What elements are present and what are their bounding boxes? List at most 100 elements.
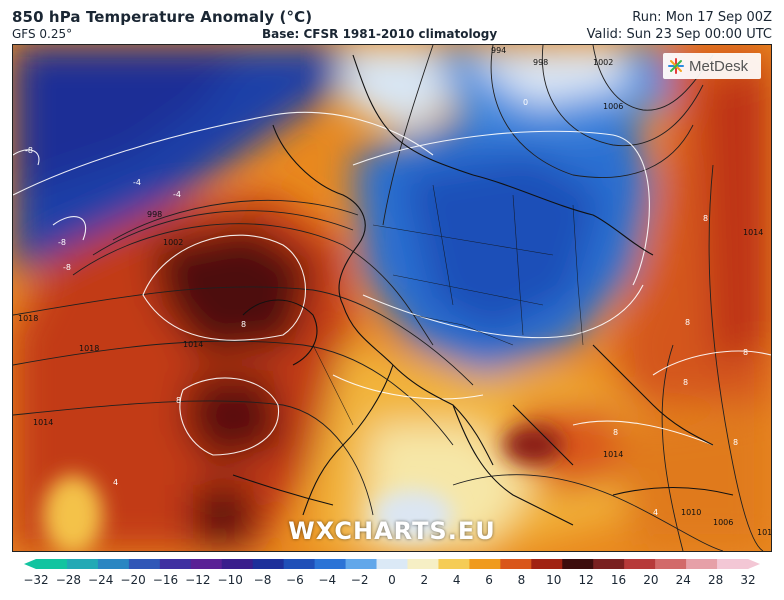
colorbar-tick-label: −4 [318,573,337,587]
isobar-label: 1006 [603,102,623,111]
colorbar-cell [66,559,99,569]
colorbar-tick-label: 32 [740,573,756,587]
isobar-label: 1002 [163,238,183,247]
contour-label: -4 [173,190,181,199]
colorbar-cell [438,559,470,569]
colorbar-tick-label: −32 [23,573,49,587]
colorbar-cell [655,559,687,569]
contour-label: -8 [63,263,71,272]
run-time: Run: Mon 17 Sep 00Z [632,10,772,25]
colorbar-cell [252,559,285,569]
country-borders [312,184,584,426]
colorbar-tick-label: 10 [546,573,562,587]
contour-label: 8 [613,428,618,437]
isobar-label: 994 [491,46,506,55]
base-climatology-label: Base: CFSR 1981-2010 climatology [262,27,498,41]
contour-label: -4 [133,178,141,187]
model-label: GFS 0.25° [12,27,73,41]
anomaly-labels: -8 -8 -4 -4 0 4 4 8 8 8 8 8 8 8 8 -8 [25,98,748,517]
colorbar-cell [562,559,594,569]
colorbar-cell [128,559,161,569]
isobar-labels: 994 998 1002 1006 998 1002 1014 1018 101… [18,46,771,537]
colorbar-tick-label: 2 [420,573,429,587]
contour-label: 4 [653,508,658,517]
contour-label: 0 [523,98,528,107]
colorbar-tick-label: 24 [675,573,691,587]
coastlines [232,54,734,526]
colorbar-tick-label: 6 [485,573,493,587]
wxcharts-watermark: WXCHARTS.EU [288,517,496,545]
colorbar-tick-label: 28 [707,573,724,587]
colorbar-low-arrow [24,559,36,569]
colorbar-tick-label: 20 [643,573,659,587]
metdesk-logo: MetDesk [663,53,761,79]
isobar-label: 1014 [743,228,763,237]
colorbar-tick-label: 4 [452,573,461,587]
colorbar-cell [314,559,347,569]
colorbar-tick-label: 0 [388,573,396,587]
isobar-label: 1002 [593,58,613,67]
colorbar-tick-label: −10 [217,573,243,587]
colorbar-tick-label: 12 [578,573,594,587]
colorbar-cells [36,559,749,569]
contour-label: 8 [241,320,246,329]
colorbar-cell [376,559,408,569]
contour-label: 8 [743,348,748,357]
contour-label: 8 [176,396,181,405]
isobar-label: 998 [147,210,162,219]
contour-label: 8 [683,378,688,387]
colorbar-tick-label: −24 [88,573,114,587]
colorbar-cell [159,559,192,569]
contour-label: 8 [733,438,738,447]
colorbar-tick-label: −6 [286,573,304,587]
colorbar-cell [97,559,130,569]
isobar-label: 1014 [757,528,771,537]
colorbar-cell [221,559,254,569]
isobar-label: 1010 [681,508,701,517]
isobar-label: 998 [533,58,548,67]
colorbar-tick-label: −2 [350,573,369,587]
anomaly-map[interactable]: -8 -8 -4 -4 0 4 4 8 8 8 8 8 8 8 8 -8 994… [13,45,771,551]
contour-label: -8 [58,238,66,247]
contour-label: 8 [685,318,690,327]
colorbar-tick-label: −16 [152,573,179,587]
isobar-label: 1014 [603,450,623,459]
contour-label: 4 [113,478,118,487]
isobar-label: 1014 [183,340,203,349]
colorbar-cell [283,559,316,569]
colorbar-tick-label: −8 [253,573,272,587]
colorbar-cell [345,559,378,569]
colorbar-cell [686,559,718,569]
isobars [13,45,764,551]
temperature-detail [43,425,563,551]
isobar-label: 1018 [79,344,99,353]
colorbar-tick-label: −28 [55,573,82,587]
colorbar-tick-label: −12 [185,573,211,587]
metdesk-logo-text: MetDesk [689,57,749,75]
colorbar-cell [500,559,532,569]
isobar-label: 1006 [713,518,733,527]
isobar-label: 1018 [18,314,38,323]
colorbar-high-arrow [748,559,760,569]
colorbar-tick-label: 8 [517,573,526,587]
valid-time: Valid: Sun 23 Sep 00:00 UTC [586,27,772,42]
colorbar-cell [469,559,501,569]
contour-label: -8 [25,146,33,155]
colorbar [24,559,760,569]
colorbar-tick-label: 16 [610,573,627,587]
colorbar-cell [717,559,749,569]
anomaly-contours [13,111,771,456]
header: 850 hPa Temperature Anomaly (°C) GFS 0.2… [0,0,784,44]
colorbar-cell [593,559,625,569]
contour-label: 8 [703,214,708,223]
colorbar-ticks: −32 −28 −24 −20 −16 −12 −10 −8 −6 −4 −2 0 2 4 6 8 10 12 16… [23,573,755,591]
colorbar-tick-label: −20 [120,573,146,587]
colorbar-cell [407,559,439,569]
colorbar-cell [190,559,223,569]
isobar-label: 1014 [33,418,53,427]
map-panel[interactable]: -8 -8 -4 -4 0 4 4 8 8 8 8 8 8 8 8 -8 994… [12,44,772,552]
metdesk-star-icon [668,58,684,74]
colorbar-cell [36,559,68,569]
colorbar-cell [624,559,656,569]
colorbar-cell [531,559,563,569]
